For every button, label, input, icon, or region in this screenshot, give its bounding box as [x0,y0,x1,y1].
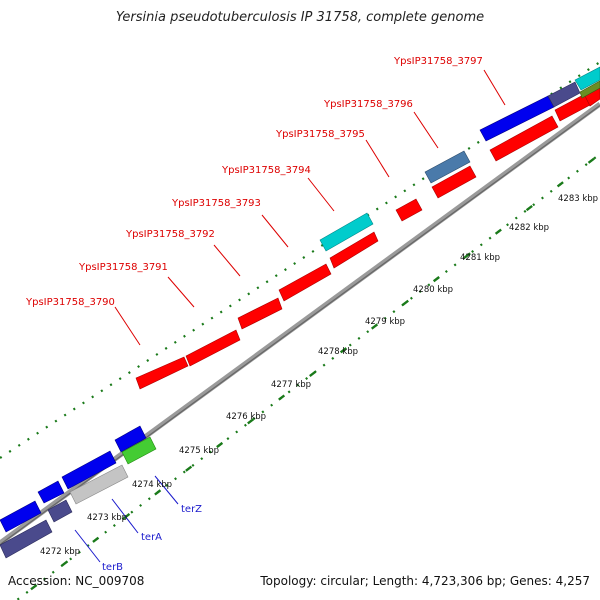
gene-label-3795: YpsIP31758_3795 [275,129,365,140]
gene-ypsip31758-3793[interactable] [329,231,379,269]
scale-label-4275: 4275 kbp [179,446,219,456]
gene-label-3792: YpsIP31758_3792 [125,229,215,240]
gene-tera[interactable] [69,464,129,505]
gene-blue-left-b[interactable] [37,480,65,504]
gene-label-leaders [114,69,506,346]
scale-label-4273: 4273 kbp [87,513,127,523]
scale-label-4277: 4277 kbp [271,380,311,390]
gene-terb[interactable] [61,450,117,490]
gene-navy-left-b[interactable] [47,499,73,523]
reverse-genes [0,425,157,559]
lower-tick-row [15,153,600,600]
gene-ypsip31758-3796[interactable] [424,150,471,184]
scale-label-4282: 4282 kbp [509,223,549,233]
figure-title: Yersinia pseudotuberculosis IP 31758, co… [115,10,485,25]
scale-label-4281: 4281 kbp [460,253,500,263]
gene-teal-edge[interactable] [574,66,600,91]
gene-label-3796: YpsIP31758_3796 [323,99,413,110]
scale-label-4283: 4283 kbp [558,194,598,204]
gene-ypsip31758-3790-b[interactable] [185,329,241,367]
gene-label-3791: YpsIP31758_3791 [78,262,168,273]
lower-label-leaders [74,475,179,563]
scale-label-4280: 4280 kbp [413,285,453,295]
gene-label-3790: YpsIP31758_3790 [25,297,115,308]
accession-label: Accession: NC_009708 [8,574,145,588]
topology-label: Topology: circular; Length: 4,723,306 bp… [260,574,590,588]
forward-genes [135,66,600,390]
gene-olive-edge[interactable] [579,80,600,99]
scale-label-4279: 4279 kbp [365,317,405,327]
gene-ypsip31758-3797-red[interactable] [489,115,559,162]
gene-label-terz: terZ [181,504,202,515]
gene-blue-left[interactable] [0,500,42,533]
gene-ypsip31758-3791[interactable] [237,297,283,330]
scale-label-4276: 4276 kbp [226,412,266,422]
gene-navy-3797[interactable] [547,81,581,108]
scale-label-4272: 4272 kbp [40,547,80,557]
gene-blue-top[interactable] [114,425,147,453]
scale-label-4274: 4274 kbp [132,480,172,490]
gene-ypsip31758-3792[interactable] [278,263,332,302]
gene-ypsip31758-3794[interactable] [319,212,374,252]
gene-label-tera: terA [141,532,162,543]
gene-label-3793: YpsIP31758_3793 [171,198,261,209]
gene-navy-left[interactable] [0,519,53,559]
gene-ypsip31758-3796-red[interactable] [431,165,477,199]
gene-label-3794: YpsIP31758_3794 [221,165,311,176]
gene-ypsip31758-3790[interactable] [135,356,189,390]
gene-ypsip31758-3795[interactable] [395,198,423,222]
gene-label-3797: YpsIP31758_3797 [393,56,483,67]
lower-gene-labels: terB terA terZ [102,504,202,573]
lower-major-ticks [15,153,600,600]
upper-gene-labels: YpsIP31758_3790 YpsIP31758_3791 YpsIP317… [25,56,483,308]
gene-label-terb: terB [102,562,123,573]
scale-labels: 4272 kbp 4273 kbp 4274 kbp 4275 kbp 4276… [40,194,598,557]
gene-terz[interactable] [121,436,157,465]
scale-label-4278: 4278 kbp [318,347,358,357]
